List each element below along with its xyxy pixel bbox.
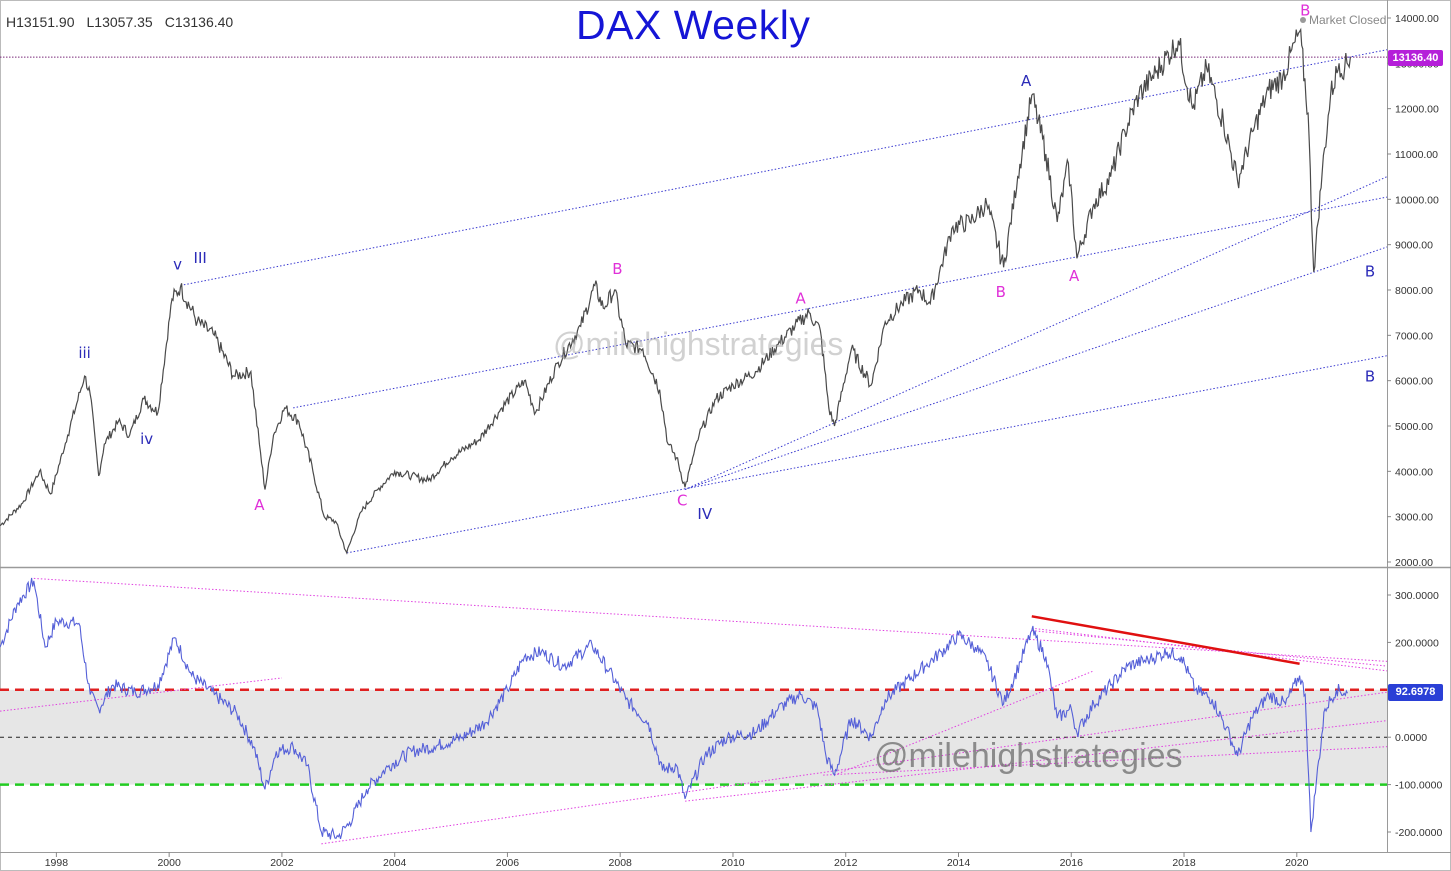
time-axis-label: 2004 <box>383 857 407 869</box>
time-axis-label: 2020 <box>1285 857 1309 869</box>
wave-label: B <box>1365 262 1375 280</box>
low-value: L13057.35 <box>86 14 153 30</box>
price-axis-label: 2000.00 <box>1395 557 1433 569</box>
time-axis-label: 2010 <box>721 857 745 869</box>
price-axis-label: 6000.00 <box>1395 376 1433 388</box>
last-price-tag: 13136.40 <box>1388 50 1443 66</box>
osc-axis-label: 0.0000 <box>1395 732 1427 744</box>
watermark-top: @milehighstrategies <box>553 326 844 362</box>
osc-axis-label: -200.0000 <box>1395 827 1442 839</box>
wave-label: III <box>194 249 207 267</box>
osc-trendline <box>33 577 1388 662</box>
time-axis-label: 2008 <box>609 857 633 869</box>
price-axis-label: 10000.00 <box>1395 194 1439 206</box>
osc-trendline <box>321 691 1388 845</box>
wave-label: A <box>1021 72 1032 90</box>
price-axis-label: 5000.00 <box>1395 421 1433 433</box>
time-axis-label: 1998 <box>45 857 69 869</box>
price-axis-label: 12000.00 <box>1395 104 1439 116</box>
osc-axis-label: 300.0000 <box>1395 590 1439 602</box>
wave-label: B <box>996 283 1006 301</box>
wave-label: B <box>612 260 622 278</box>
osc-axis-label: -100.0000 <box>1395 780 1442 792</box>
osc-trendline <box>1031 627 1388 672</box>
time-axis-label: 2012 <box>834 857 858 869</box>
price-axis-label: 8000.00 <box>1395 285 1433 297</box>
time-axis-label: 2002 <box>270 857 294 869</box>
market-status-label: Market Closed <box>1309 13 1387 27</box>
price-axis-label: 7000.00 <box>1395 330 1433 342</box>
wave-label: C <box>677 491 687 509</box>
wave-label: A <box>1069 267 1080 285</box>
wave-label: iv <box>140 430 153 448</box>
price-trendline <box>293 196 1388 409</box>
chart-title: DAX Weekly <box>576 2 811 48</box>
watermark-bottom: @milehighstrategies <box>874 737 1183 775</box>
price-axis-label: 4000.00 <box>1395 466 1433 478</box>
time-axis-label: 2018 <box>1172 857 1196 869</box>
price-axis-label: 14000.00 <box>1395 13 1439 25</box>
wave-label: A <box>795 290 806 308</box>
wave-label: B <box>1300 2 1310 20</box>
price-trendline <box>346 355 1388 554</box>
price-axis-label: 3000.00 <box>1395 512 1433 524</box>
time-axis-label: 2014 <box>947 857 971 869</box>
wave-label: iii <box>78 344 91 362</box>
wave-label: A <box>254 496 265 514</box>
oscillator-value-tag: 92.6978 <box>1388 684 1443 701</box>
price-trendline <box>180 49 1388 286</box>
time-axis-label: 2016 <box>1060 857 1084 869</box>
osc-axis-label: 200.0000 <box>1395 637 1439 649</box>
osc-trendline <box>834 670 1094 776</box>
osc-red-trendline <box>1031 615 1300 665</box>
status-dot-icon <box>1300 17 1306 23</box>
price-axis-label: 9000.00 <box>1395 240 1433 252</box>
oscillator-series-line <box>0 577 1348 840</box>
close-value: C13136.40 <box>164 14 234 30</box>
wave-label: v <box>173 256 182 274</box>
market-status: Market Closed <box>1300 13 1386 27</box>
wave-label: IV <box>697 505 712 523</box>
wave-label: B <box>1365 368 1375 386</box>
ohlc-readout: H13151.90 L13057.35 C13136.40 <box>6 14 245 30</box>
time-axis-label: 2000 <box>157 857 181 869</box>
price-axis-label: 11000.00 <box>1395 149 1438 161</box>
osc-trendline <box>823 746 1388 776</box>
price-series-line <box>0 27 1351 555</box>
osc-trendline <box>684 720 1388 802</box>
price-trendline <box>684 246 1388 490</box>
time-axis-label: 2006 <box>496 857 520 869</box>
high-value: H13151.90 <box>6 14 75 30</box>
